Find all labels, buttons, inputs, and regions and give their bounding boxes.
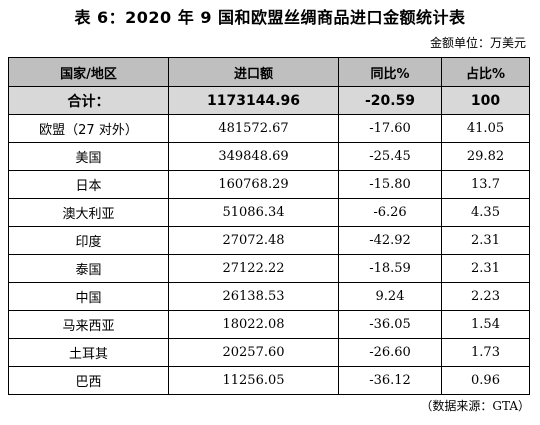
region-name: 巴西	[8, 366, 169, 395]
share-value: 13.7	[441, 170, 530, 199]
region-name: 泰国	[8, 254, 169, 283]
table-row: 澳大利亚 51086.34 -6.26 4.35	[8, 198, 530, 227]
yoy-value: -15.80	[338, 170, 442, 199]
header-import: 进口额	[168, 57, 339, 87]
yoy-value: -25.45	[338, 142, 442, 171]
region-name: 中国	[8, 282, 169, 311]
share-value: 2.31	[441, 254, 530, 283]
total-label: 合计：	[8, 86, 169, 115]
yoy-value: -42.92	[338, 226, 442, 255]
region-name: 印度	[8, 226, 169, 255]
table-row: 中国 26138.53 9.24 2.23	[8, 282, 530, 311]
import-value: 349848.69	[168, 142, 339, 171]
region-name: 土耳其	[8, 338, 169, 367]
table-row: 泰国 27122.22 -18.59 2.31	[8, 254, 530, 283]
table-row: 欧盟（27 对外） 481572.67 -17.60 41.05	[8, 114, 530, 143]
table-title: 表 6：2020 年 9 国和欧盟丝绸商品进口金额统计表	[74, 8, 466, 27]
share-value: 2.23	[441, 282, 530, 311]
header-yoy: 同比%	[338, 57, 442, 87]
share-value: 41.05	[441, 114, 530, 143]
share-value: 1.54	[441, 310, 530, 339]
region-name: 美国	[8, 142, 169, 171]
region-name: 日本	[8, 170, 169, 199]
region-name: 欧盟（27 对外）	[8, 114, 169, 143]
yoy-value: -18.59	[338, 254, 442, 283]
table-row: 马来西亚 18022.08 -36.05 1.54	[8, 310, 530, 339]
yoy-value: -6.26	[338, 198, 442, 227]
import-value: 26138.53	[168, 282, 339, 311]
total-yoy: -20.59	[338, 86, 442, 115]
share-value: 2.31	[441, 226, 530, 255]
table-row: 巴西 11256.05 -36.12 0.96	[8, 366, 530, 395]
region-name: 马来西亚	[8, 310, 169, 339]
total-row: 合计： 1173144.96 -20.59 100	[8, 86, 530, 115]
unit-note: 金额单位：万美元	[429, 36, 526, 50]
import-value: 20257.60	[168, 338, 339, 367]
header-share: 占比%	[441, 57, 530, 87]
import-value: 11256.05	[168, 366, 339, 395]
yoy-value: -17.60	[338, 114, 442, 143]
yoy-value: -36.12	[338, 366, 442, 395]
table-row: 印度 27072.48 -42.92 2.31	[8, 226, 530, 255]
import-value: 160768.29	[168, 170, 339, 199]
share-value: 1.73	[441, 338, 530, 367]
share-value: 4.35	[441, 198, 530, 227]
import-value: 27072.48	[168, 226, 339, 255]
import-value: 51086.34	[168, 198, 339, 227]
import-value: 18022.08	[168, 310, 339, 339]
share-value: 29.82	[441, 142, 530, 171]
table-row: 土耳其 20257.60 -26.60 1.73	[8, 338, 530, 367]
import-value: 27122.22	[168, 254, 339, 283]
table-row: 美国 349848.69 -25.45 29.82	[8, 142, 530, 171]
region-name: 澳大利亚	[8, 198, 169, 227]
header-row: 国家/地区 进口额 同比% 占比%	[8, 57, 530, 87]
header-region: 国家/地区	[8, 57, 169, 87]
total-import: 1173144.96	[168, 86, 339, 115]
yoy-value: -36.05	[338, 310, 442, 339]
total-share: 100	[441, 86, 530, 115]
table-row: 日本 160768.29 -15.80 13.7	[8, 170, 530, 199]
source-note: （数据来源：GTA）	[420, 399, 530, 413]
import-table: 国家/地区 进口额 同比% 占比% 合计： 1173144.96 -20.59 …	[8, 57, 530, 395]
yoy-value: 9.24	[338, 282, 442, 311]
import-value: 481572.67	[168, 114, 339, 143]
share-value: 0.96	[441, 366, 530, 395]
yoy-value: -26.60	[338, 338, 442, 367]
